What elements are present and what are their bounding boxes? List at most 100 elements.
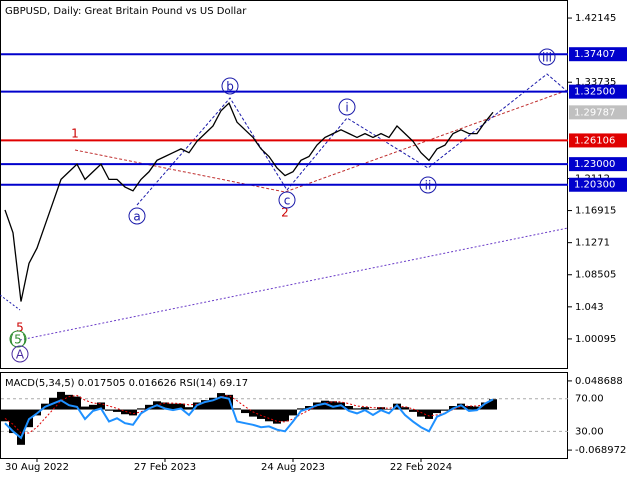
macd-bar [217, 393, 225, 410]
wave-circle [538, 48, 556, 66]
macd-bar [369, 408, 377, 410]
macd-bar [481, 402, 489, 410]
macd-bar [89, 404, 97, 410]
level-label: 1.29787 [574, 107, 615, 118]
macd-bar [465, 406, 473, 410]
macd-bar [345, 406, 353, 410]
wave-label: ii [425, 179, 432, 193]
macd-bar [401, 407, 409, 410]
wave-label: iii [542, 51, 552, 65]
macd-bar [129, 409, 137, 416]
y-tick-label: 1.08505 [575, 270, 616, 281]
macd-bar [265, 409, 273, 422]
macd-bar [177, 403, 185, 410]
wave-label: 5 [16, 321, 24, 335]
wave-label: a [133, 210, 140, 224]
wave-circle [11, 345, 29, 363]
wave-label: 2 [281, 206, 289, 220]
level-label: 1.26106 [574, 135, 615, 146]
wave-circle [221, 77, 239, 95]
wave-circle [9, 330, 27, 348]
macd-bar [441, 409, 449, 411]
macd-bar [9, 409, 17, 434]
x-tick-label: 22 Feb 2024 [390, 462, 452, 473]
trend-line [0, 294, 21, 311]
wave-circle [278, 191, 296, 209]
y-tick-label: 1.1271 [575, 238, 610, 249]
macd-bar [201, 400, 209, 410]
macd-bar [161, 402, 169, 410]
y-tick-label: 1.043 [575, 302, 604, 313]
macd-bar [361, 407, 369, 410]
level-label-box [569, 157, 627, 172]
y-tick-label: 1.00095 [575, 334, 616, 345]
rsi-line [4, 396, 494, 440]
wave-circle [338, 98, 356, 116]
macd-bar [329, 401, 337, 410]
macd-bar [321, 400, 329, 410]
trend-line [136, 73, 569, 206]
macd-bar [353, 408, 361, 410]
x-tick-label: 24 Aug 2023 [261, 462, 325, 473]
macd-bar [473, 406, 481, 410]
macd-bar [169, 403, 177, 410]
macd-bar [17, 409, 25, 445]
macd-bar [137, 408, 145, 410]
wave-label: 1 [71, 127, 79, 141]
wave-label: b [226, 80, 234, 94]
level-label: 1.37407 [574, 49, 615, 60]
macd-bar [145, 404, 153, 410]
y-tick-label: 1.33735 [575, 77, 616, 88]
macd-bar [257, 409, 265, 419]
macd-bar [249, 409, 257, 417]
macd-bar [489, 399, 497, 410]
macd-bar [1, 409, 9, 422]
level-label-box [569, 84, 627, 99]
macd-bar [377, 407, 385, 410]
wave-label: A [16, 348, 25, 362]
macd-bar [417, 409, 425, 417]
macd-bar [105, 409, 113, 411]
macd-bar [457, 403, 465, 410]
y-tick-label: 1.42145 [575, 13, 616, 24]
trend-line [19, 227, 569, 341]
y-tick-label: -0.068972 [575, 445, 626, 456]
macd-bar [409, 409, 417, 412]
level-label: 1.20300 [574, 180, 615, 191]
macd-bar [97, 402, 105, 410]
wave-label: (5) [10, 333, 27, 347]
macd-bar [225, 394, 233, 410]
macd-bar [233, 408, 241, 410]
macd-bar [73, 396, 81, 410]
macd-bar [273, 409, 281, 424]
y-tick-label: 1.16915 [575, 206, 616, 217]
y-tick-label: 0.048688 [575, 376, 623, 387]
wave-label: c [284, 194, 291, 208]
macd-bar [121, 409, 129, 415]
macd-bar [433, 409, 441, 414]
macd-bar [65, 394, 73, 410]
level-label-box [569, 133, 627, 148]
macd-bar [385, 408, 393, 410]
level-label-box [569, 105, 627, 120]
x-tick-label: 27 Feb 2023 [134, 462, 196, 473]
macd-bar [289, 409, 297, 416]
price-line [4, 101, 494, 302]
macd-bar [297, 408, 305, 410]
x-tick-label: 30 Aug 2022 [5, 462, 69, 473]
level-label-box [569, 177, 627, 192]
macd-bar [425, 409, 433, 419]
wave-circle [128, 207, 146, 225]
macd-bar [185, 407, 193, 410]
level-label: 1.32500 [574, 87, 615, 98]
level-label: 1.23000 [574, 159, 615, 170]
macd-bar [209, 397, 217, 410]
macd-bar [241, 409, 249, 414]
indicator-title: MACD(5,34,5) 0.017505 0.016626 RSI(14) 6… [5, 378, 248, 389]
chart-title: GBPUSD, Daily: Great Britain Pound vs US… [5, 6, 247, 17]
wave-label: i [345, 101, 348, 115]
level-label-box [569, 47, 627, 62]
y2-tick-label: 70.00 [575, 394, 604, 405]
y2-tick-label: 30.00 [575, 426, 604, 437]
